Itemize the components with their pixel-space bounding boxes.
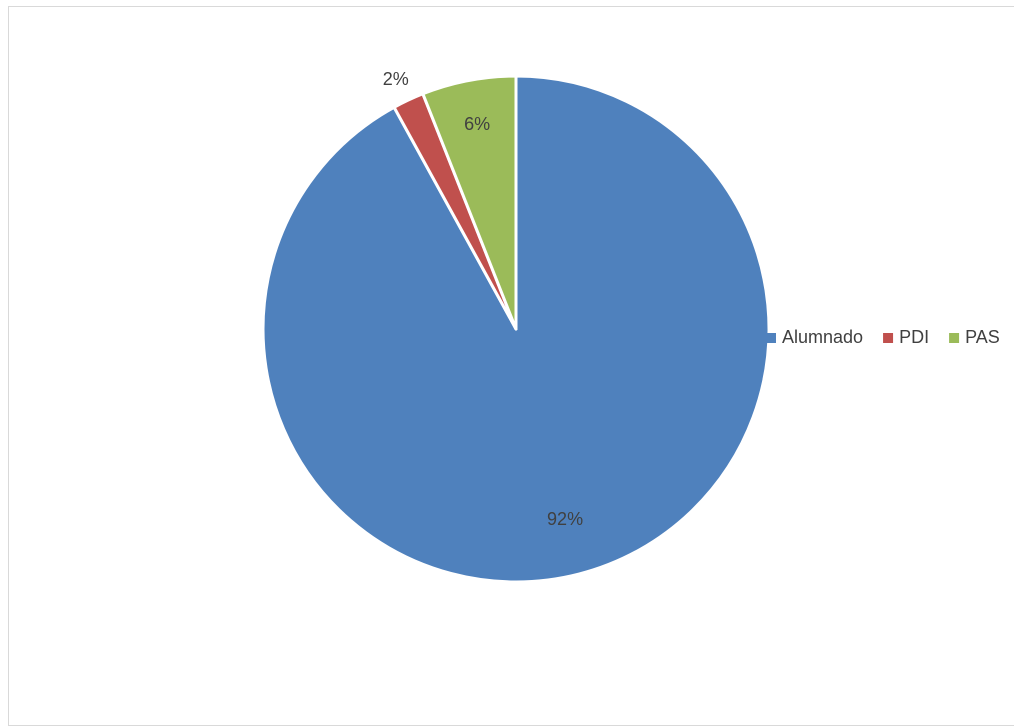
- legend: Alumnado PDI PAS: [766, 327, 1000, 347]
- legend-label-pdi: PDI: [899, 327, 929, 347]
- legend-swatch-pdi: [883, 333, 893, 343]
- legend-swatch-pas: [949, 333, 959, 343]
- pie-slices: [263, 76, 769, 582]
- legend-label-alumnado: Alumnado: [782, 327, 863, 347]
- legend-swatch-alumnado: [766, 333, 776, 343]
- legend-label-pas: PAS: [965, 327, 1000, 347]
- data-label-pas: 6%: [464, 114, 490, 134]
- data-label-alumnado: 92%: [547, 509, 583, 529]
- pie-chart: 92% 2% 6% Alumnado PDI PAS: [0, 0, 1014, 709]
- data-label-pdi: 2%: [383, 69, 409, 89]
